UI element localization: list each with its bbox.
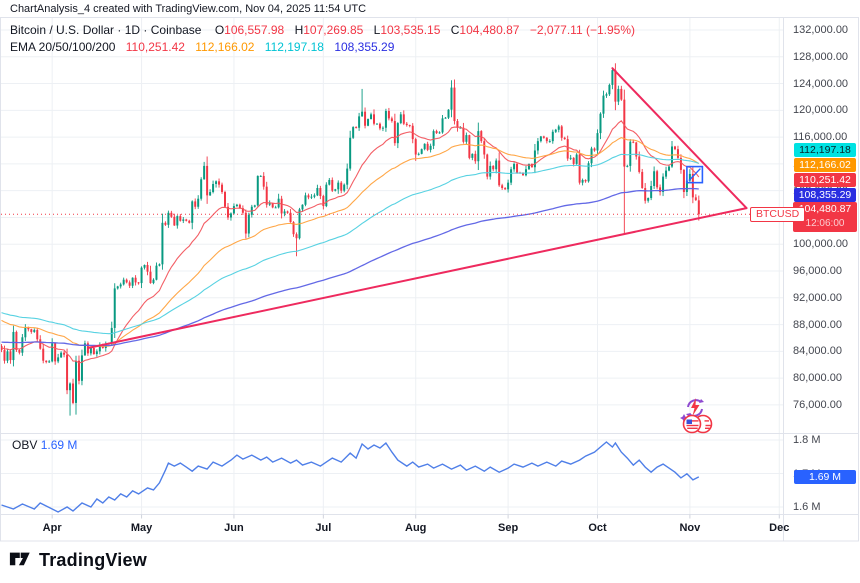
high-letter: H — [294, 23, 304, 37]
tradingview-logo-text: TradingView — [39, 549, 147, 570]
ema50-value: 112,166.02 — [195, 40, 255, 54]
ema20-value: 110,251.42 — [125, 40, 185, 54]
ema-value-badge: 112,197.18 — [794, 143, 856, 157]
bar-countdown: 12:06:00 — [805, 218, 845, 229]
symbol-title: Bitcoin / U.S. Dollar — [10, 23, 115, 37]
us-flag-events-icon[interactable] — [682, 414, 713, 434]
price-tick-label: 88,000.00 — [793, 318, 842, 331]
month-label-oct: Oct — [588, 522, 607, 534]
obv-title: OBV — [12, 438, 38, 452]
open-value: 106,557.98 — [224, 23, 285, 37]
ema200-value: 108,355.29 — [334, 40, 395, 54]
exchange-label: Coinbase — [150, 23, 202, 37]
price-tick-label: 96,000.00 — [793, 265, 842, 278]
price-tick-label: 80,000.00 — [793, 372, 842, 385]
tradingview-logo-mark — [9, 552, 30, 566]
price-tick-label: 76,000.00 — [793, 398, 842, 411]
price-tick-label: 116,000.00 — [793, 131, 848, 144]
obv-tick-label: 1.8 M — [793, 434, 821, 446]
price-tick-label: 92,000.00 — [793, 291, 842, 304]
obv-value: 1.69 M — [40, 438, 78, 452]
interval-label: 1D — [124, 23, 141, 37]
month-label-aug: Aug — [405, 522, 427, 534]
price-tick-label: 132,000.00 — [793, 24, 849, 36]
month-label-apr: Apr — [42, 522, 62, 534]
price-tick-label: 100,000.00 — [793, 238, 849, 251]
separator-dot: · — [143, 23, 148, 37]
month-label-jun: Jun — [224, 522, 244, 534]
close-value: 104,480.87 — [459, 23, 520, 37]
price-tick-label: 124,000.00 — [793, 77, 849, 90]
obv-legend-row[interactable]: OBV 1.69 M — [12, 438, 77, 452]
symbol-price-tag: BTCUSD — [750, 207, 806, 222]
low-letter: L — [373, 23, 381, 37]
month-label-nov: Nov — [679, 522, 701, 534]
month-label-dec: Dec — [769, 522, 790, 534]
close-letter: C — [450, 23, 460, 37]
price-tick-label: 120,000.00 — [793, 104, 849, 117]
ema-value-badge: 112,166.02 — [794, 158, 856, 172]
symbol-legend-row[interactable]: Bitcoin / U.S. Dollar · 1D · Coinbase O1… — [10, 23, 635, 37]
open-letter: O — [214, 23, 225, 37]
ema-value-badge: 110,251.42 — [794, 173, 856, 187]
economic-events-icon[interactable] — [680, 398, 704, 422]
low-value: 103,535.15 — [380, 23, 441, 37]
month-label-sep: Sep — [498, 522, 519, 534]
tradingview-logo[interactable]: TradingView — [9, 549, 147, 571]
high-value: 107,269.85 — [303, 23, 364, 37]
obv-tick-label: 1.6 M — [793, 501, 821, 513]
price-tick-label: 128,000.00 — [793, 50, 849, 63]
separator-dot: · — [117, 23, 122, 37]
ema-title: EMA 20/50/100/200 — [10, 40, 116, 54]
price-tick-label: 84,000.00 — [793, 345, 842, 358]
last-price-value: 104,480.87 — [798, 203, 852, 215]
month-label-jul: Jul — [315, 522, 332, 534]
obv-value-badge: 1.69 M — [794, 469, 856, 484]
change-value: −2,077.11 (−1.95%) — [529, 23, 635, 37]
ema-legend-row[interactable]: EMA 20/50/100/200 110,251.42 112,166.02 … — [10, 40, 394, 54]
event-markers[interactable] — [678, 392, 720, 436]
month-label-may: May — [130, 522, 153, 534]
attribution-text: ChartAnalysis_4 created with TradingView… — [10, 3, 367, 15]
ema100-value: 112,197.18 — [264, 40, 324, 54]
ema-value-badge: 108,355.29 — [794, 188, 856, 202]
